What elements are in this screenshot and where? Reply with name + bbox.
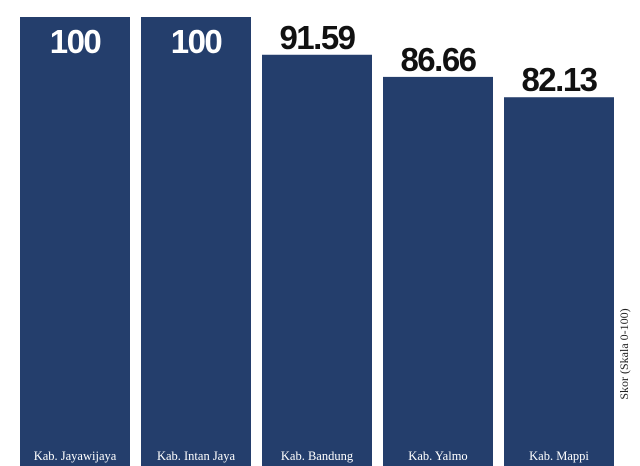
category-label-3: Kab. Bandung	[281, 449, 354, 463]
bar-value-label-3: 91.59	[279, 19, 355, 56]
bar-value-label-5: 82.13	[521, 61, 597, 98]
bar-3	[262, 54, 372, 466]
category-label-1: Kab. Jayawijaya	[34, 449, 117, 463]
bar-4	[383, 76, 493, 466]
bar-2	[141, 17, 251, 466]
category-label-5: Kab. Mappi	[529, 449, 589, 463]
bars-group: 100 Kab. Jayawijaya 100 Kab. Intan Jaya 91.5…	[20, 17, 614, 466]
category-label-4: Kab. Yalmo	[408, 449, 467, 463]
bar-5	[504, 97, 614, 466]
bar-value-label-2: 100	[171, 23, 222, 60]
category-label-2: Kab. Intan Jaya	[157, 449, 236, 463]
y-axis-label: Skor (Skala 0-100)	[617, 308, 631, 399]
bar-value-label-4: 86.66	[400, 41, 476, 78]
bar-value-label-1: 100	[50, 23, 101, 60]
bar-1	[20, 17, 130, 466]
